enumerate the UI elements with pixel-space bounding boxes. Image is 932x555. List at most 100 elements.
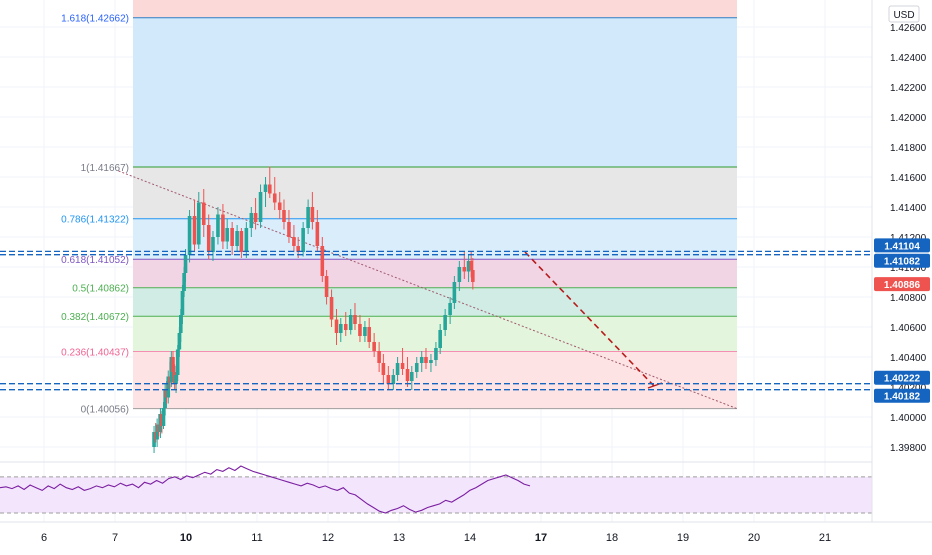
fibonacci-labels: 1.618(1.42662) 1(1.41667) 0.786(1.41322) 0.… (61, 14, 129, 416)
candle-body (206, 225, 211, 252)
candle-body (452, 282, 457, 303)
candle-body (263, 184, 268, 192)
price-tick-label: 1.41600 (890, 173, 927, 184)
candle-body (414, 363, 419, 372)
price-tick-label: 1.41800 (890, 143, 927, 154)
rsi-line (0, 465, 531, 514)
price-axis-background (872, 0, 932, 550)
candle-body (381, 363, 386, 375)
candle-body (296, 246, 300, 252)
price-tick-label: 1.42400 (890, 53, 927, 64)
candle-body (391, 375, 396, 384)
level-price-label: 1.41104 (884, 241, 920, 252)
price-tick-label: 1.40400 (890, 353, 927, 364)
time-tick-label: 6 (41, 532, 47, 544)
candle-body (301, 228, 305, 252)
price-tick-label: 1.41000 (890, 263, 927, 274)
candle-body (187, 216, 192, 255)
level-price-tag (874, 388, 930, 403)
price-tick-label: 1.42000 (890, 113, 927, 124)
price-axis[interactable]: 1.42600 1.42400 1.42200 1.42000 1.41800 1.416… (871, 0, 932, 550)
time-axis[interactable]: 6 7 10 11 12 13 14 17 18 19 20 21 (0, 521, 932, 544)
candle-body (253, 213, 258, 222)
level-price-label: 1.41082 (884, 257, 921, 268)
candle-body (405, 369, 410, 381)
candle-body (395, 363, 400, 375)
fib-zone (133, 17, 737, 167)
candle-body (161, 408, 166, 426)
level-price-tag (874, 253, 930, 268)
candle-body (310, 207, 315, 222)
fib-zone (133, 259, 737, 288)
price-tick-label: 1.40600 (890, 323, 927, 334)
time-tick-label: 14 (464, 532, 476, 544)
candle-body (329, 297, 334, 320)
fibonacci-lines (133, 17, 737, 410)
candle-body (216, 214, 220, 237)
price-tick-label: 1.40200 (890, 383, 927, 394)
time-tick-label: 7 (112, 532, 118, 544)
candle-body (230, 228, 234, 246)
time-tick-label: 10 (180, 532, 192, 544)
candle-body (315, 222, 320, 246)
price-tick-label: 1.40800 (890, 293, 927, 304)
candle-body (348, 315, 353, 330)
fib-zone (133, 351, 737, 409)
level-price-label: 1.40222 (884, 374, 921, 385)
current-price-tag (874, 277, 930, 292)
currency-label: USD (893, 10, 914, 21)
time-tick-label: 17 (535, 532, 547, 544)
fib-level-label: 1.618(1.42662) (61, 14, 129, 25)
candle-body (438, 330, 442, 348)
candle-body (466, 261, 471, 272)
candle-body (386, 375, 391, 384)
fib-level-label: 0.618(1.41052) (61, 255, 129, 266)
candle-body (292, 237, 296, 246)
price-tick-label: 1.39800 (890, 443, 927, 454)
candle-body (434, 348, 438, 360)
fib-level-label: 0(1.40056) (81, 405, 129, 416)
candle-body (163, 390, 167, 408)
fibonacci-zones (133, 0, 737, 409)
projection-line (524, 251, 656, 388)
candle-body (221, 214, 225, 242)
trend-line (118, 170, 738, 410)
candle-body (277, 202, 282, 210)
candle-body (177, 333, 182, 350)
fib-level-label: 0.236(1.40437) (61, 347, 129, 358)
candle-body (282, 210, 286, 222)
candle-body (174, 375, 178, 384)
time-tick-label: 20 (748, 532, 760, 544)
candle-body (235, 231, 239, 246)
candle-body (419, 357, 424, 363)
fib-zone (133, 166, 737, 219)
candlestick-series (152, 166, 475, 453)
candle-body (183, 255, 188, 273)
candle-body (171, 357, 175, 372)
price-tick-label: 1.41400 (890, 203, 927, 214)
time-tick-label: 11 (251, 532, 262, 544)
candle-body (358, 324, 362, 336)
time-tick-label: 21 (819, 532, 831, 544)
candle-body (448, 303, 452, 315)
fib-level-label: 0.786(1.41322) (61, 215, 129, 226)
candle-body (424, 357, 428, 363)
currency-badge[interactable]: USD (888, 5, 920, 23)
candle-body (201, 202, 206, 225)
price-tick-label: 1.42200 (890, 83, 927, 94)
current-price-label: 1.40886 (884, 280, 921, 291)
candle-body (166, 376, 171, 398)
candle-body (429, 360, 433, 363)
candle-body (372, 342, 376, 351)
candle-body (178, 315, 183, 333)
rsi-band (0, 476, 872, 513)
candle-body (443, 315, 447, 330)
candle-body (353, 315, 357, 324)
horizontal-lines (0, 250, 872, 391)
candle-body (196, 202, 201, 245)
fib-level-label: 0.382(1.40672) (61, 312, 129, 323)
candle-body (287, 222, 291, 237)
price-tick-label: 1.40000 (890, 413, 927, 424)
